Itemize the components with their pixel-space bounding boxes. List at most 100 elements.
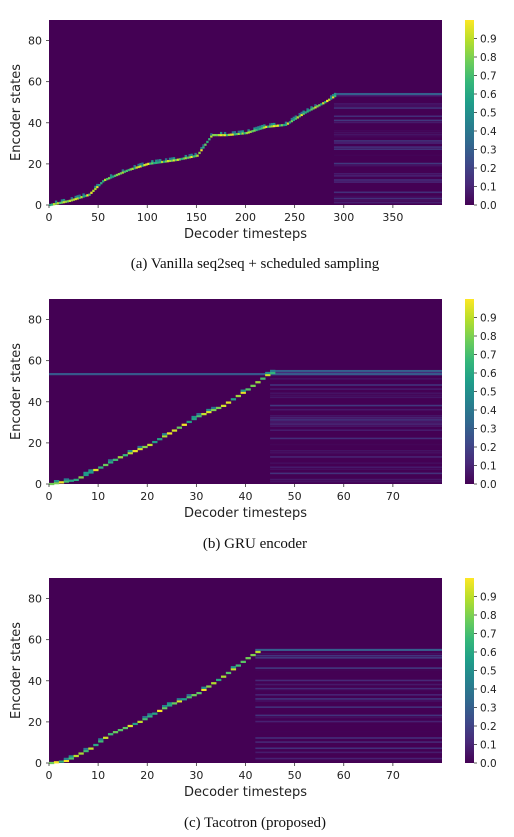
attention-cell	[176, 426, 183, 429]
attention-streak	[270, 462, 442, 464]
attention-cell	[142, 445, 148, 449]
attention-cell	[308, 109, 311, 112]
colorbar-tick-label: 0.7	[480, 71, 497, 83]
attention-cell	[62, 200, 66, 204]
attention-cell	[76, 195, 79, 198]
attention-cell	[107, 177, 111, 180]
attention-cell	[201, 412, 207, 416]
attention-cell	[270, 369, 276, 373]
attention-cell	[245, 388, 251, 391]
attention-cell	[190, 155, 193, 159]
x-tick-label: 300	[333, 211, 354, 224]
attention-cell	[211, 406, 217, 410]
attention-cell	[216, 678, 222, 682]
attention-cell	[253, 129, 256, 132]
attention-cell	[83, 473, 89, 477]
attention-cell	[294, 117, 297, 120]
colorbar-tick-label: 0.0	[480, 479, 497, 491]
x-axis-label: Decoder timesteps	[184, 227, 307, 242]
attention-cell	[171, 702, 178, 705]
attention-streak	[270, 472, 442, 475]
attention-cell	[290, 120, 294, 123]
attention-cell	[230, 398, 237, 401]
attention-cell	[54, 202, 58, 205]
attention-cell	[294, 115, 297, 118]
attention-cell	[271, 123, 274, 126]
x-tick-label: 20	[140, 769, 154, 782]
attention-cell	[164, 160, 168, 163]
y-axis-label: Encoder states	[9, 622, 24, 719]
attention-cell	[63, 480, 70, 483]
attention-cell	[184, 154, 187, 158]
attention-cell	[129, 168, 132, 171]
attention-cell	[314, 106, 317, 109]
colorbar-tick-label: 0.6	[480, 368, 497, 380]
attention-cell	[225, 671, 232, 675]
attention-cell	[127, 452, 133, 455]
colorbar-tick-label: 0.9	[480, 34, 497, 46]
attention-cell	[211, 408, 217, 412]
attention-cell	[161, 160, 164, 164]
attention-cell	[161, 435, 168, 438]
x-tick-label: 350	[382, 211, 403, 224]
attention-cell	[314, 104, 317, 107]
attention-streak	[255, 694, 442, 696]
attention-cell	[125, 169, 128, 173]
attention-cell	[237, 130, 241, 133]
attention-cell	[204, 143, 207, 146]
attention-cell	[186, 156, 189, 159]
attention-cell	[235, 394, 241, 398]
attention-cell	[139, 165, 142, 168]
attention-cell	[206, 408, 212, 412]
attention-cell	[147, 162, 150, 166]
attention-cell	[121, 171, 125, 174]
attention-cell	[247, 131, 250, 134]
attention-cell	[90, 191, 93, 194]
attention-cell	[241, 132, 244, 135]
attention-cell	[276, 124, 280, 127]
attention-cell	[135, 166, 138, 169]
attention-streak	[333, 131, 442, 134]
attention-cell	[84, 194, 87, 198]
attention-cell	[292, 118, 296, 122]
attention-streak	[255, 689, 442, 692]
attention-cell	[88, 469, 94, 472]
attention-cell	[310, 108, 313, 111]
attention-cell	[216, 133, 219, 137]
attention-cell	[196, 691, 202, 695]
attention-streak	[255, 657, 442, 659]
attention-cell	[231, 133, 235, 136]
attention-streak	[333, 181, 442, 183]
attention-cell	[255, 650, 261, 654]
attention-cell	[306, 108, 309, 111]
attention-cell	[233, 131, 237, 134]
y-tick-label: 40	[28, 396, 42, 409]
attention-cell	[117, 173, 121, 176]
attention-cell	[260, 377, 266, 380]
attention-cell	[239, 132, 242, 135]
colorbar-tick-label: 0.7	[480, 629, 497, 641]
attention-cell	[278, 124, 282, 127]
y-tick-label: 60	[28, 76, 42, 89]
attention-streak	[270, 429, 442, 432]
attention-cell	[265, 373, 271, 377]
attention-cell	[269, 123, 272, 126]
attention-cell	[83, 747, 89, 751]
attention-cell	[211, 682, 217, 685]
attention-streak	[333, 154, 442, 157]
attention-cell	[50, 203, 54, 206]
attention-cell	[182, 157, 185, 160]
attention-cell	[107, 461, 114, 464]
attention-cell	[78, 196, 81, 199]
attention-streak	[255, 687, 442, 690]
attention-cell	[188, 156, 191, 159]
attention-cell	[331, 94, 335, 97]
attention-cell	[322, 102, 325, 105]
attention-streak	[333, 191, 442, 194]
x-tick-label: 10	[91, 769, 105, 782]
attention-cell	[72, 198, 75, 201]
attention-cell	[100, 182, 103, 185]
attention-cell	[247, 129, 250, 132]
attention-cell	[157, 161, 160, 164]
